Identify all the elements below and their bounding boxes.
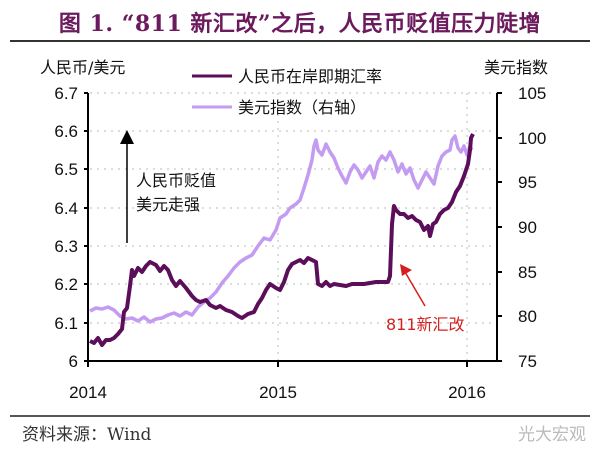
footer-divider bbox=[10, 415, 590, 417]
svg-text:80: 80 bbox=[518, 307, 537, 326]
series-dxy-line bbox=[89, 134, 474, 324]
left-tick-labels: 6.7 6.6 6.5 6.4 6.3 6.2 6.1 6 bbox=[54, 84, 78, 371]
legend-label-dxy: 美元指数（右轴） bbox=[238, 98, 366, 117]
svg-text:90: 90 bbox=[518, 218, 537, 237]
svg-text:6.3: 6.3 bbox=[54, 237, 78, 256]
svg-text:85: 85 bbox=[518, 263, 537, 282]
svg-text:100: 100 bbox=[518, 129, 546, 148]
right-tick-labels: 105 100 95 90 85 80 75 bbox=[518, 84, 546, 371]
svg-text:6.7: 6.7 bbox=[54, 84, 78, 103]
svg-text:2015: 2015 bbox=[259, 383, 297, 402]
annotation-line-2: 美元走强 bbox=[136, 195, 200, 214]
svg-text:75: 75 bbox=[518, 352, 537, 371]
annotation-line-1: 人民币贬值 bbox=[136, 171, 216, 190]
x-tick-labels: 2014 2015 2016 bbox=[69, 383, 486, 402]
legend-label-cny: 人民币在岸即期汇率 bbox=[238, 67, 382, 86]
left-axis-title: 人民币/美元 bbox=[40, 58, 125, 77]
svg-text:6.5: 6.5 bbox=[54, 160, 78, 179]
legend: 人民币在岸即期汇率 美元指数（右轴） bbox=[192, 67, 382, 117]
source-note: 资料来源：Wind bbox=[22, 425, 152, 445]
reform-annotation: 811新汇改 bbox=[386, 264, 465, 334]
svg-text:6.6: 6.6 bbox=[54, 122, 78, 141]
title-divider bbox=[10, 40, 590, 42]
series-cny-line bbox=[89, 133, 475, 347]
svg-text:6.1: 6.1 bbox=[54, 314, 78, 333]
right-axis-title: 美元指数 bbox=[484, 58, 548, 77]
reform-label: 811新汇改 bbox=[386, 315, 465, 334]
svg-text:95: 95 bbox=[518, 173, 537, 192]
axes bbox=[84, 92, 502, 367]
svg-text:6: 6 bbox=[69, 352, 78, 371]
svg-text:2014: 2014 bbox=[69, 383, 107, 402]
depreciation-arrow-annotation: 人民币贬值 美元走强 bbox=[120, 130, 216, 243]
red-arrow-icon bbox=[404, 271, 426, 307]
svg-text:6.2: 6.2 bbox=[54, 275, 78, 294]
svg-text:6.4: 6.4 bbox=[54, 199, 78, 218]
watermark: 光大宏观 bbox=[518, 425, 586, 445]
svg-text:2016: 2016 bbox=[448, 383, 486, 402]
chart-title: 图 1. “811 新汇改”之后，人民币贬值压力陡增 bbox=[58, 11, 542, 37]
svg-text:105: 105 bbox=[518, 84, 546, 103]
